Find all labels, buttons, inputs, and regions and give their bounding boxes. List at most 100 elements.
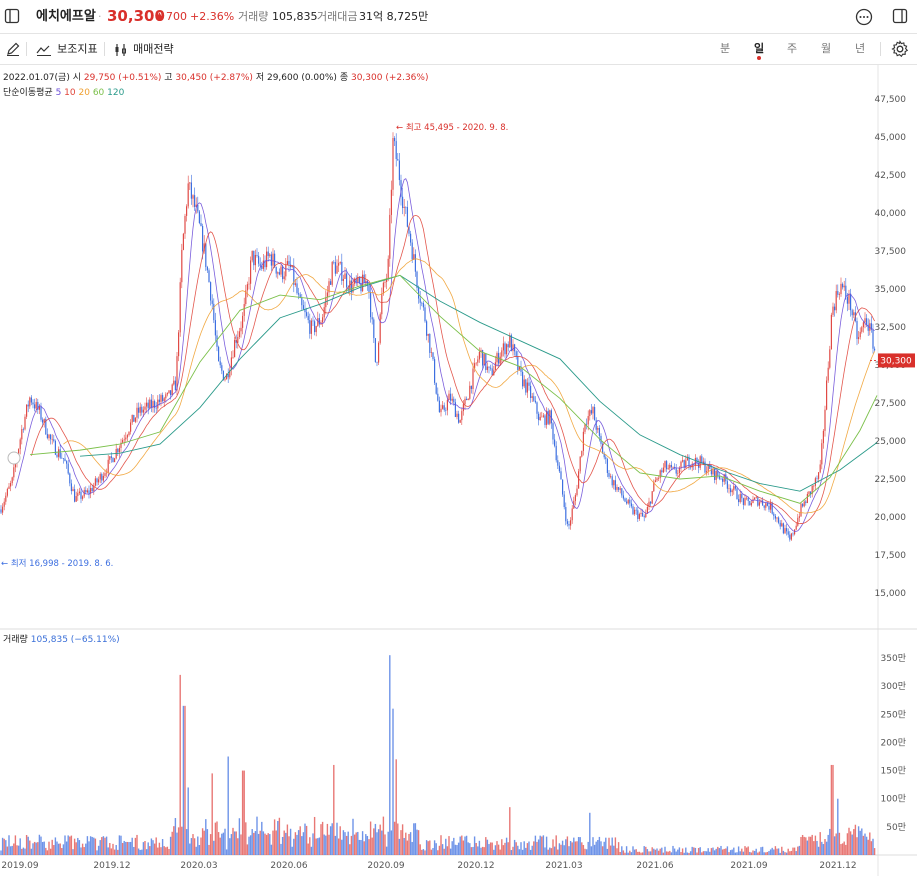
candle-body [486,366,488,370]
candle-body [154,401,156,408]
candle-body [786,528,788,532]
volume-bar [635,849,637,855]
candle-body [328,281,330,293]
volume-bar [753,850,756,855]
candle-body [29,397,31,407]
volume-bar [165,847,167,855]
volume-bar [632,846,634,855]
price-tick-label: 47,500 [875,95,907,105]
volume-bar [853,829,855,855]
period-day-tab[interactable]: 일 [754,42,765,55]
volume-bar [297,830,300,855]
candle-body [554,439,556,446]
candle-body [843,285,845,288]
candle-body [706,471,708,473]
draw-pencil-icon[interactable] [5,41,21,57]
candle-body [555,445,557,461]
candle-body [278,272,280,275]
volume-bar [744,846,746,855]
volume-bar [571,842,573,855]
volume-bar [115,845,117,855]
candle-body [610,476,612,477]
candle-body [802,503,804,507]
indicator-button[interactable]: 보조지표 [36,34,98,64]
volume-bar [830,764,833,855]
sidebar-toggle-icon[interactable] [4,8,20,25]
trade-strategy-button[interactable]: 매매전략 [114,34,174,64]
volume-bar [529,849,532,855]
volume-bar [579,837,581,855]
volume-bar [630,852,633,855]
candle-body [442,405,444,409]
candle-body [597,428,599,430]
volume-bar [24,848,26,855]
candle-body [424,307,426,322]
candle-body [42,419,44,423]
candle-body [717,470,719,477]
period-year-tab[interactable]: 년 [855,42,866,55]
volume-bar [158,842,161,855]
candle-body [710,468,712,475]
period-minute-tab[interactable]: 분 [720,42,731,55]
ma-legend[interactable]: 단순이동평균 5 10 20 60 120 [3,87,124,99]
period-month-tab[interactable]: 월 [821,42,832,55]
candle-body [757,497,759,506]
volume-bar [525,847,527,855]
volume-bar [182,705,185,855]
volume-bar [184,705,186,855]
volume-bar [819,832,821,855]
volume-bar [517,845,519,855]
candle-body [859,331,861,338]
volume-bar [368,839,370,855]
x-axis-label: 2020.12 [457,861,494,871]
volume-bar [16,845,18,855]
current-price: 30,300 [107,7,165,25]
volume-bar [846,833,849,855]
candle-body [98,479,100,483]
volume-bar [710,848,713,855]
candle-body [53,439,55,441]
volume-bar [318,837,321,855]
ma-10-label: 10 [64,88,76,98]
volume-bar [601,846,604,855]
volume-bar [521,849,524,855]
panel-toggle-icon[interactable] [892,8,908,25]
volume-legend-label: 거래량 [3,635,28,645]
volume-bar [168,849,170,855]
volume-bar [262,831,265,855]
volume-bar [105,836,108,855]
volume-bar [411,841,413,855]
volume-bar [339,826,341,855]
volume-bar [321,821,324,855]
volume-bar [765,852,767,855]
candle-body [872,329,874,349]
volume-bar [539,835,541,855]
volume-bar [91,836,93,855]
candle-body [747,497,749,501]
candle-body [85,490,87,493]
volume-bar [541,836,543,855]
more-options-icon[interactable] [855,8,873,26]
volume-bar [465,835,468,855]
current-price-tag [878,353,915,368]
volume-bar [766,851,769,855]
volume-bar [731,849,733,855]
volume-bar [443,848,445,855]
candle-body [198,211,200,224]
volume-bar [350,835,353,855]
stock-name[interactable]: 에치에프알 [36,9,96,24]
candle-body [176,356,178,391]
candle-body [43,419,45,423]
candle-body [58,449,60,457]
stock-chart[interactable]: 47,500 45,000 42,500 40,000 37,500 35,000 32,5… [0,65,917,876]
indicator-label: 보조지표 [57,42,98,56]
period-week-tab[interactable]: 주 [787,42,798,55]
settings-gear-icon[interactable] [891,40,909,58]
volume-bar [870,841,873,855]
volume-bar [224,828,226,855]
volume-bar [51,839,53,855]
volume-bar [457,842,460,855]
volume-bar [281,836,284,855]
candle-body [54,440,56,455]
volume-bar [449,848,452,855]
